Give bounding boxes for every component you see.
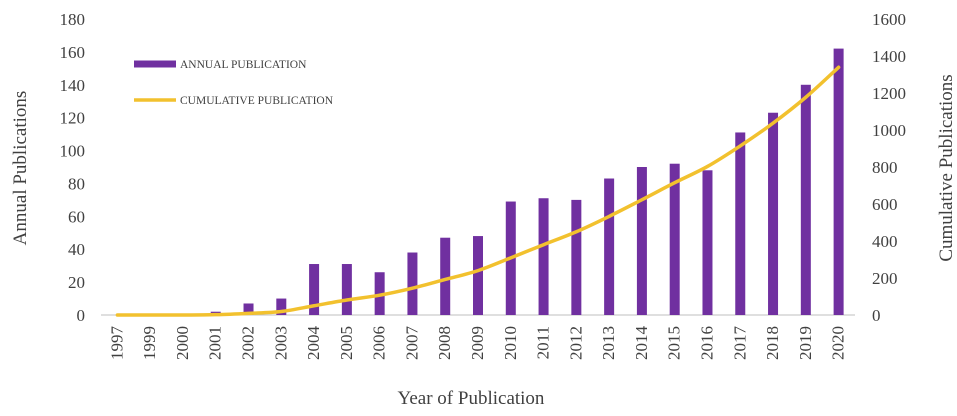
bar (341, 264, 352, 315)
x-tick-label: 2002 (239, 326, 258, 360)
y-tick-label: 60 (68, 207, 85, 226)
x-tick-label: 2001 (206, 326, 225, 360)
x-tick-label: 2017 (730, 326, 749, 361)
y2-tick-label: 200 (872, 269, 898, 288)
y-tick-label: 120 (60, 109, 86, 128)
bar (833, 48, 844, 315)
x-tick-label: 2000 (173, 326, 192, 360)
y-tick-label: 100 (60, 142, 86, 161)
x-tick-label: 1999 (140, 326, 159, 360)
legend-line-label: CUMULATIVE PUBLICATION (180, 95, 334, 107)
x-tick-label: 2007 (402, 326, 421, 361)
y2-tick-label: 1000 (872, 121, 906, 140)
x-tick-label: 2006 (370, 326, 389, 360)
bar (538, 198, 549, 315)
x-tick-label: 2013 (599, 326, 618, 360)
bar (669, 163, 680, 315)
cumulative-line (115, 65, 841, 317)
bar (702, 170, 713, 315)
x-tick-label: 2020 (829, 326, 848, 360)
x-tick-label: 2009 (468, 326, 487, 360)
x-tick-label: 2010 (501, 326, 520, 360)
bar (243, 303, 254, 315)
y-tick-label: 180 (60, 10, 86, 29)
x-tick-label: 2014 (632, 326, 651, 361)
y-tick-label: 140 (60, 76, 86, 95)
y2-tick-label: 1200 (872, 84, 906, 103)
x-tick-label: 2003 (271, 326, 290, 360)
bar (407, 252, 418, 315)
y-tick-label: 0 (77, 306, 86, 325)
y2-tick-label: 0 (872, 306, 881, 325)
x-tick-label: 2019 (796, 326, 815, 360)
bar-series (210, 48, 844, 316)
y-tick-label: 160 (60, 43, 86, 62)
line-series (115, 65, 841, 317)
x-tick-label: 2015 (665, 326, 684, 360)
y-tick-label: 20 (68, 273, 85, 292)
bar (768, 112, 779, 315)
legend-bar-label: ANNUAL PUBLICATION (180, 59, 307, 71)
bar (473, 236, 483, 315)
x-tick-label: 2004 (304, 326, 323, 361)
x-tick-label: 2008 (435, 326, 454, 360)
bar (309, 264, 320, 315)
y2-tick-label: 1600 (872, 10, 906, 29)
y-tick-label: 80 (68, 174, 85, 193)
legend: ANNUAL PUBLICATION CUMULATIVE PUBLICATIO… (134, 59, 334, 107)
x-tick-label: 1997 (107, 326, 126, 361)
bar (636, 167, 647, 315)
x-axis-title: Year of Publication (398, 388, 545, 409)
y-tick-label: 40 (68, 240, 85, 259)
x-tick-label: 2011 (534, 326, 553, 359)
x-tick-label: 2016 (697, 326, 716, 360)
x-tick-label: 2005 (337, 326, 356, 360)
bar (440, 237, 451, 315)
x-tick-label: 2012 (566, 326, 585, 360)
x-tick-label: 2018 (763, 326, 782, 360)
bar (800, 84, 811, 316)
y2-tick-label: 800 (872, 158, 898, 177)
y2-axis-title: Cumulative Publications (936, 74, 957, 261)
bar (276, 298, 287, 315)
y2-tick-label: 400 (872, 232, 898, 251)
bar (604, 178, 615, 315)
tick-labels: 0 20 40 60 80 100 120 140 160 180 0 200 400 600 800 100… (60, 10, 907, 360)
y-axis-title: Annual Publications (10, 91, 31, 246)
bar (735, 132, 746, 315)
bar (571, 199, 582, 315)
y2-tick-label: 1400 (872, 47, 906, 66)
y2-tick-label: 600 (872, 195, 898, 214)
